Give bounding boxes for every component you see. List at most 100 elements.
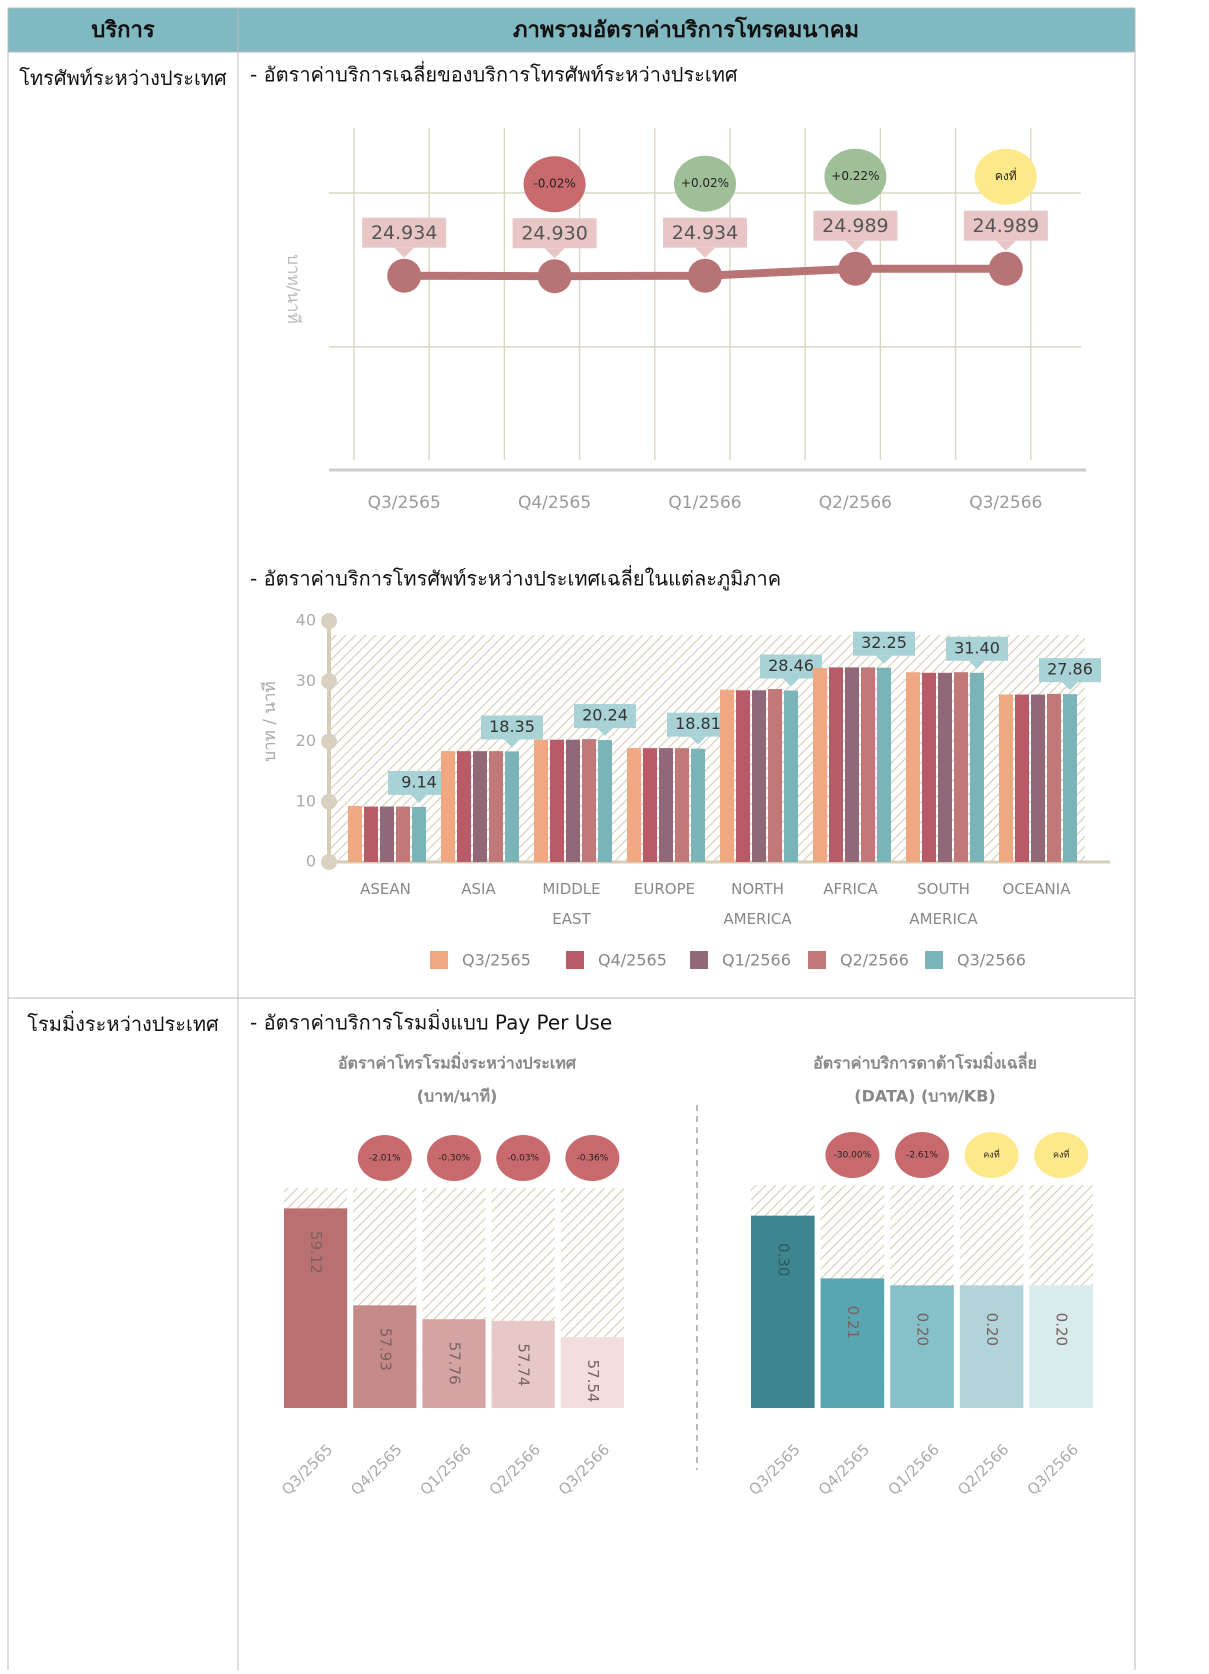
header-cell: ภาพรวมอัตราค่าบริการโทรคมนาคม [513,16,859,43]
bar [691,748,705,862]
y-tick-label: 10 [296,791,316,810]
value-label-pointer [783,678,799,687]
x-tick-label: Q4/2565 [347,1440,405,1498]
section-heading: - อัตราค่าบริการโรมมิ่งแบบ Pay Per Use [250,1009,612,1035]
bar [820,1278,885,1408]
legend-label: Q2/2566 [840,951,909,970]
bar [380,806,394,862]
bar [582,739,596,862]
x-tick-label: Q3/2565 [745,1440,803,1498]
bar [364,806,378,862]
y-tick [321,854,337,870]
value-label: 32.25 [861,633,907,652]
x-tick-label: AFRICA [823,880,878,898]
value-label-pointer [876,655,892,664]
value-label-bg [813,210,898,241]
bar [1029,1285,1093,1408]
bar [1063,694,1077,862]
bar [813,667,827,862]
service-label: โรมมิ่งระหว่างประเทศ [27,1012,219,1036]
value-label-bg [481,715,543,740]
value-label-bg [853,631,915,656]
change-bubble [974,148,1037,205]
bar [412,806,426,862]
change-label: -0.02% [533,177,575,191]
chart-subtitle: (บาท/นาที) [417,1087,498,1106]
value-label-bg [946,636,1008,661]
bar [752,690,766,862]
value-label: 24.934 [371,222,437,244]
legend-label: Q1/2566 [722,951,791,970]
point [688,258,722,293]
bar [284,1208,348,1408]
x-tick-label-box: SOUTH AMERICA [909,880,977,928]
x-tick-label: MIDDLE EAST [542,880,601,928]
change-bubble [565,1135,620,1181]
x-tick-label: Q1/2566 [668,493,741,513]
value-label-pointer [695,247,715,258]
x-tick-label: ASIA [461,880,496,898]
value-label: 28.46 [768,656,814,675]
value-label: 57.76 [446,1342,464,1385]
value-label-bg [667,712,729,737]
value-label-pointer [690,736,706,745]
bar [1015,694,1029,862]
bar [720,689,734,862]
legend-label: Q3/2565 [462,951,531,970]
bar [751,1215,815,1408]
change-label: -0.03% [507,1154,539,1164]
change-label: คงที่ [983,1148,999,1161]
change-label: คงที่ [1053,1148,1069,1161]
x-tick-label: Q4/2565 [518,493,591,513]
header-cell: บริการ [91,18,154,43]
bar [954,672,968,862]
legend-swatch [566,951,584,969]
change-bubble [674,155,736,212]
change-label: -0.30% [438,1154,470,1164]
x-tick-label: NORTH AMERICA [723,880,792,928]
value-label-pointer [504,739,520,748]
value-label: 0.20 [1053,1313,1071,1346]
y-axis-label: บาท / นาที [260,681,280,761]
x-tick-label-box: OCEANIA [1002,880,1071,898]
service-label-box: โรมมิ่งระหว่างประเทศ [27,1012,219,1036]
value-label: 18.35 [489,717,535,736]
x-tick-label: Q2/2566 [954,1440,1012,1498]
y-tick [321,793,337,810]
y-tick-label: 40 [296,611,316,630]
x-tick-label: Q4/2565 [815,1440,873,1498]
change-label: +0.22% [831,169,879,183]
value-label-pointer [544,248,565,259]
bar [938,672,952,862]
x-tick-label-box: AFRICA [823,880,878,898]
value-label: 0.30 [774,1243,792,1276]
section-heading: - อัตราค่าบริการโทรศัพท์ระหว่างประเทศเฉล… [250,565,781,592]
bar [890,1285,954,1408]
x-tick-label-box: NORTH AMERICA [723,880,792,928]
x-tick-label: Q2/2566 [819,493,892,513]
value-label: 24.989 [822,215,888,237]
x-tick-label: Q3/2566 [555,1440,613,1498]
change-bubble [523,156,586,213]
value-label: 0.20 [983,1313,1001,1346]
x-tick-label: Q3/2565 [368,493,441,513]
value-label-pointer [969,660,985,669]
value-label: 24.930 [521,223,587,245]
value-label-bg [663,217,747,248]
bar [999,694,1013,862]
x-tick-label: EUROPE [633,880,696,898]
change-label: -2.01% [369,1154,401,1164]
value-label: 57.54 [584,1360,602,1403]
bar [970,672,984,862]
legend-swatch [430,951,448,969]
value-label-pointer [1062,682,1078,691]
bar [489,751,503,862]
y-tick [321,673,337,690]
bar [922,672,936,862]
bar [643,748,657,862]
x-tick-label: OCEANIA [1002,880,1071,898]
legend-swatch [808,951,826,969]
bar [784,690,798,862]
bar [505,751,519,862]
